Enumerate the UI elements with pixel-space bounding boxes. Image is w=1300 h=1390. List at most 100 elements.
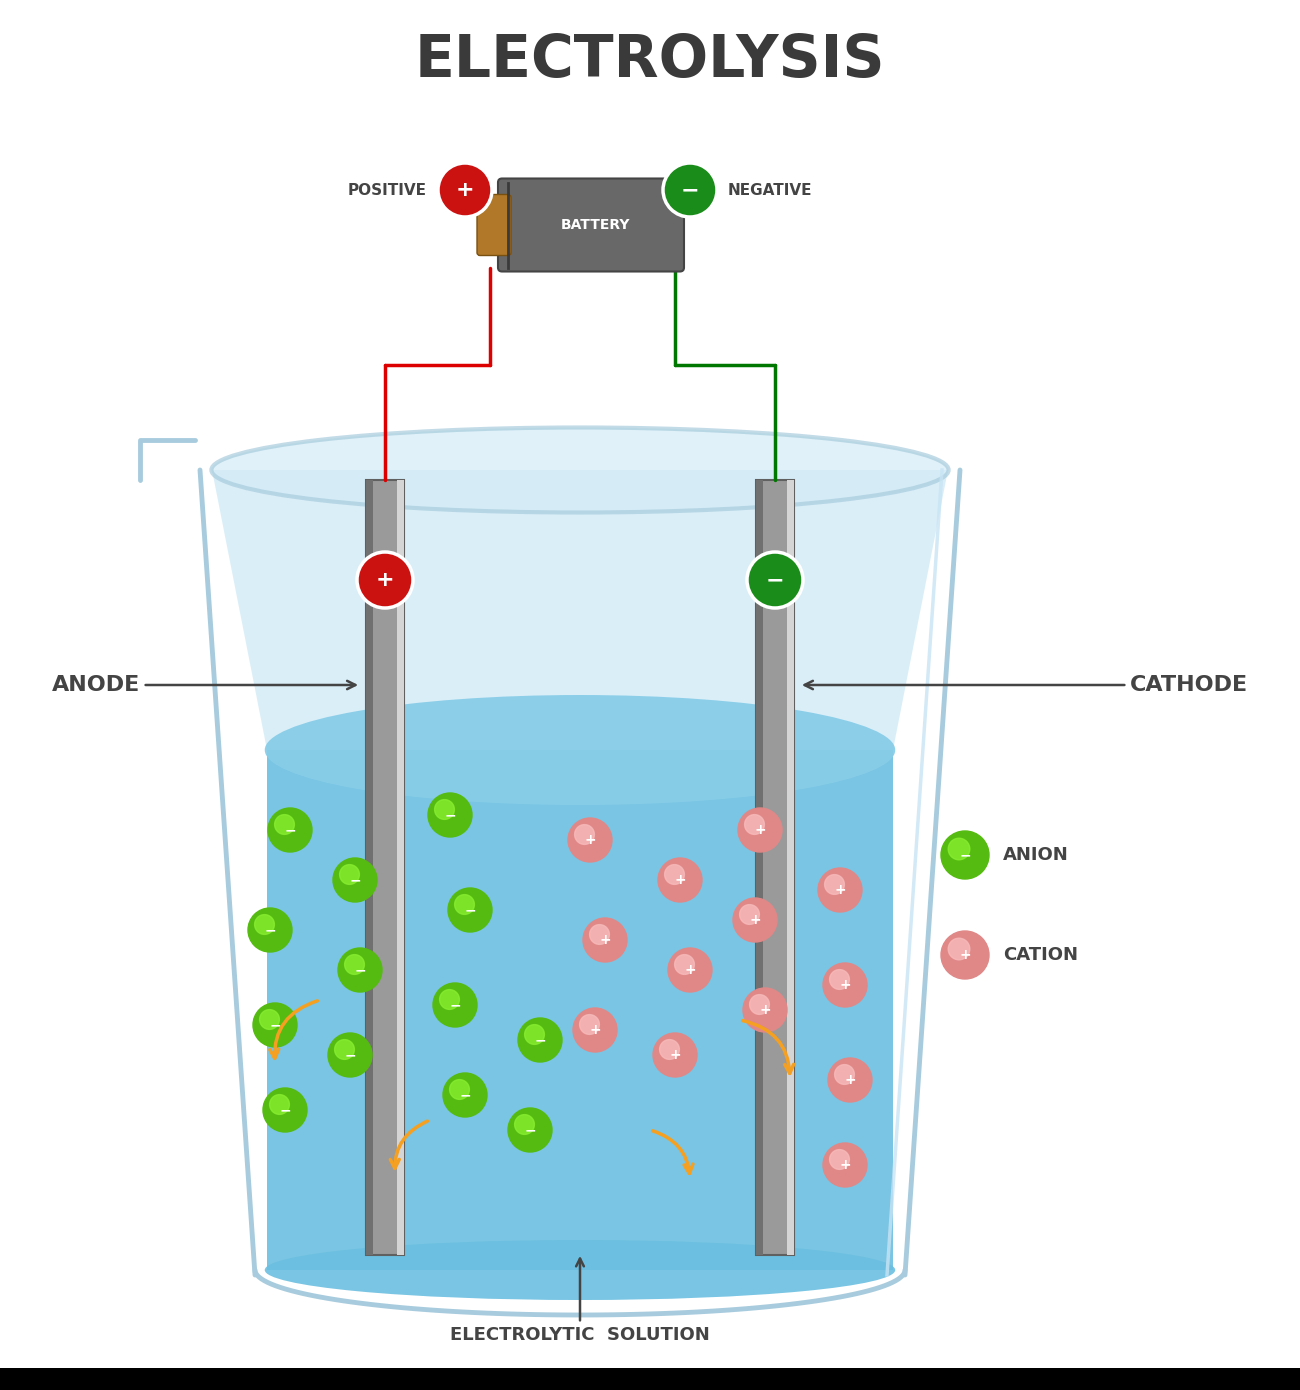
Text: CATION: CATION (1004, 947, 1078, 965)
Text: +: + (959, 948, 971, 962)
Text: −: − (450, 998, 460, 1012)
Text: −: − (264, 923, 276, 937)
Circle shape (428, 794, 472, 837)
Circle shape (515, 1115, 534, 1134)
Circle shape (339, 865, 359, 884)
Text: −: − (285, 823, 296, 837)
Text: −: − (464, 904, 476, 917)
Text: −: − (344, 1048, 356, 1062)
Circle shape (575, 824, 594, 844)
Circle shape (675, 955, 694, 974)
Polygon shape (212, 470, 948, 751)
Text: +: + (589, 1023, 601, 1037)
Circle shape (941, 931, 989, 979)
Text: +: + (749, 913, 760, 927)
Circle shape (568, 817, 612, 862)
Text: +: + (456, 179, 474, 200)
Text: −: − (445, 808, 456, 821)
Circle shape (580, 1015, 599, 1034)
FancyBboxPatch shape (757, 480, 794, 1255)
Circle shape (269, 1094, 290, 1115)
Text: −: − (350, 873, 361, 887)
Circle shape (573, 1008, 617, 1052)
Text: −: − (959, 848, 971, 862)
Circle shape (268, 808, 312, 852)
Circle shape (744, 988, 786, 1031)
Bar (367, 480, 373, 1255)
Text: −: − (766, 570, 784, 589)
FancyBboxPatch shape (367, 480, 404, 1255)
Circle shape (948, 838, 970, 860)
Circle shape (738, 808, 783, 852)
Ellipse shape (212, 428, 949, 513)
Circle shape (438, 163, 491, 217)
Circle shape (439, 990, 459, 1009)
Bar (786, 480, 794, 1255)
Circle shape (260, 1009, 280, 1030)
Circle shape (333, 858, 377, 902)
Circle shape (829, 970, 849, 990)
Circle shape (663, 163, 718, 217)
Circle shape (263, 1088, 307, 1131)
Text: −: − (534, 1033, 546, 1047)
Polygon shape (266, 751, 893, 1270)
Circle shape (358, 552, 413, 607)
Circle shape (823, 1143, 867, 1187)
Ellipse shape (265, 695, 896, 805)
Text: ANODE: ANODE (52, 676, 355, 695)
Text: ANION: ANION (1004, 847, 1069, 865)
Circle shape (733, 898, 777, 942)
Text: NEGATIVE: NEGATIVE (728, 182, 812, 197)
Circle shape (508, 1108, 552, 1152)
Circle shape (659, 1040, 680, 1059)
Text: −: − (524, 1123, 536, 1137)
Text: CATHODE: CATHODE (805, 676, 1248, 695)
Circle shape (274, 815, 294, 834)
Circle shape (824, 874, 845, 894)
Circle shape (443, 1073, 488, 1118)
Text: +: + (844, 1073, 855, 1087)
Text: BATTERY: BATTERY (560, 218, 629, 232)
Circle shape (941, 831, 989, 878)
Circle shape (455, 895, 474, 915)
Text: −: − (459, 1088, 471, 1102)
Bar (396, 480, 404, 1255)
Text: −: − (681, 179, 699, 200)
Text: +: + (376, 570, 394, 589)
Bar (757, 480, 763, 1255)
Text: ELECTROLYTIC  SOLUTION: ELECTROLYTIC SOLUTION (450, 1258, 710, 1344)
Text: +: + (835, 883, 846, 897)
Circle shape (658, 858, 702, 902)
Circle shape (254, 1004, 296, 1047)
Text: +: + (759, 1004, 771, 1017)
Text: +: + (599, 933, 611, 947)
Circle shape (582, 917, 627, 962)
Circle shape (525, 1024, 545, 1044)
Circle shape (334, 1040, 355, 1059)
Text: +: + (670, 1048, 681, 1062)
Circle shape (338, 948, 382, 992)
Text: +: + (684, 963, 696, 977)
Circle shape (328, 1033, 372, 1077)
Circle shape (433, 983, 477, 1027)
Circle shape (745, 815, 764, 834)
Circle shape (668, 948, 712, 992)
Text: +: + (675, 873, 686, 887)
Circle shape (948, 938, 970, 960)
Text: −: − (269, 1017, 281, 1031)
Circle shape (653, 1033, 697, 1077)
Text: +: + (584, 833, 595, 847)
Circle shape (835, 1065, 854, 1084)
Circle shape (344, 955, 364, 974)
Circle shape (750, 995, 770, 1015)
Circle shape (590, 924, 610, 944)
Text: −: − (280, 1104, 291, 1118)
Circle shape (450, 1080, 469, 1099)
Circle shape (517, 1017, 562, 1062)
Circle shape (740, 905, 759, 924)
FancyBboxPatch shape (477, 195, 511, 256)
FancyBboxPatch shape (498, 178, 684, 271)
Circle shape (434, 799, 455, 819)
Circle shape (823, 963, 867, 1006)
Circle shape (818, 867, 862, 912)
